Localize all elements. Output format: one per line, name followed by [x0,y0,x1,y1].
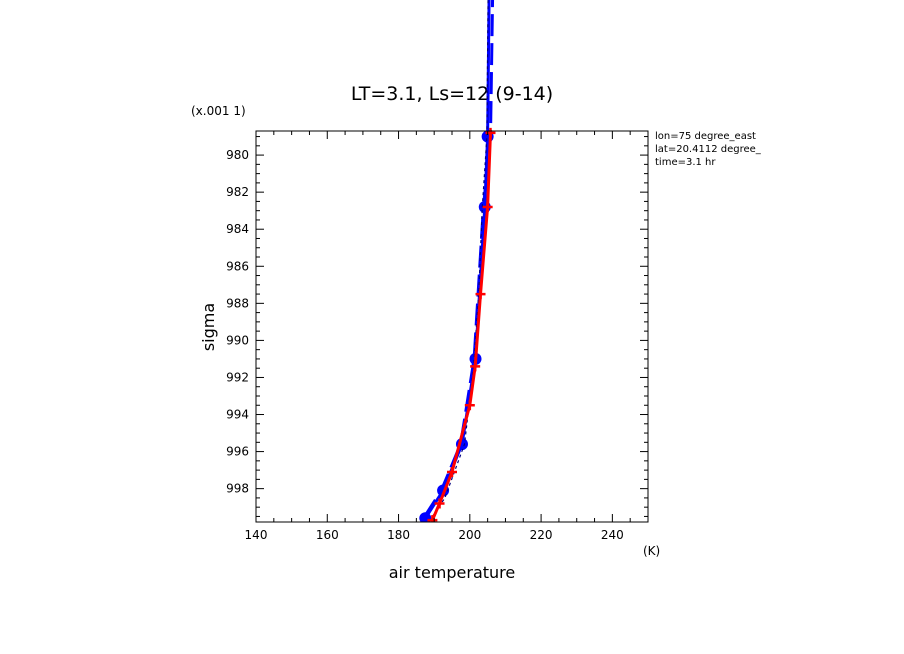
series-4-point [447,466,457,477]
y-tick-label: 998 [226,482,249,496]
y-tick-label: 990 [226,333,249,347]
y-tick-label: 980 [226,148,249,162]
y-tick-label: 994 [226,408,249,422]
y-axis-label: sigma [199,303,218,351]
series-4-point [434,498,445,509]
y-tick-label: 992 [226,370,249,384]
x-tick-label: 240 [601,528,624,542]
info-time: time=3.1 hr [655,157,716,168]
y-tick-label: 982 [226,185,249,199]
x-unit-label: (K) [643,544,660,558]
y-tick-label: 986 [226,259,249,273]
x-axis: 140 160 180 200 220 240 [245,131,649,542]
series-4-point [427,515,438,522]
y-tick-label: 984 [226,222,249,236]
x-tick-label: 140 [245,528,268,542]
x-tick-label: 180 [387,528,410,542]
x-tick-label: 220 [530,528,553,542]
y-scale-note: (x.001 1) [191,104,246,118]
x-tick-label: 200 [458,528,481,542]
series-4-point [482,201,493,212]
series-line-3 [428,0,489,522]
series-4-point [464,400,475,411]
series-line-4 [431,132,492,521]
x-axis-label: air temperature [389,563,515,582]
y-tick-label: 988 [226,296,249,310]
info-lon: lon=75 degree_east [655,131,756,142]
series-layer [419,0,496,522]
series-4-point [470,361,481,372]
y-axis: 980 982 984 986 988 990 992 994 996 998 [226,136,648,517]
info-lat: lat=20.4112 degree_ [655,144,762,155]
chart-title: LT=3.1, Ls=12 (9-14) [351,83,553,105]
series-4-point [475,289,486,300]
x-tick-label: 160 [316,528,339,542]
y-tick-label: 996 [226,445,249,459]
